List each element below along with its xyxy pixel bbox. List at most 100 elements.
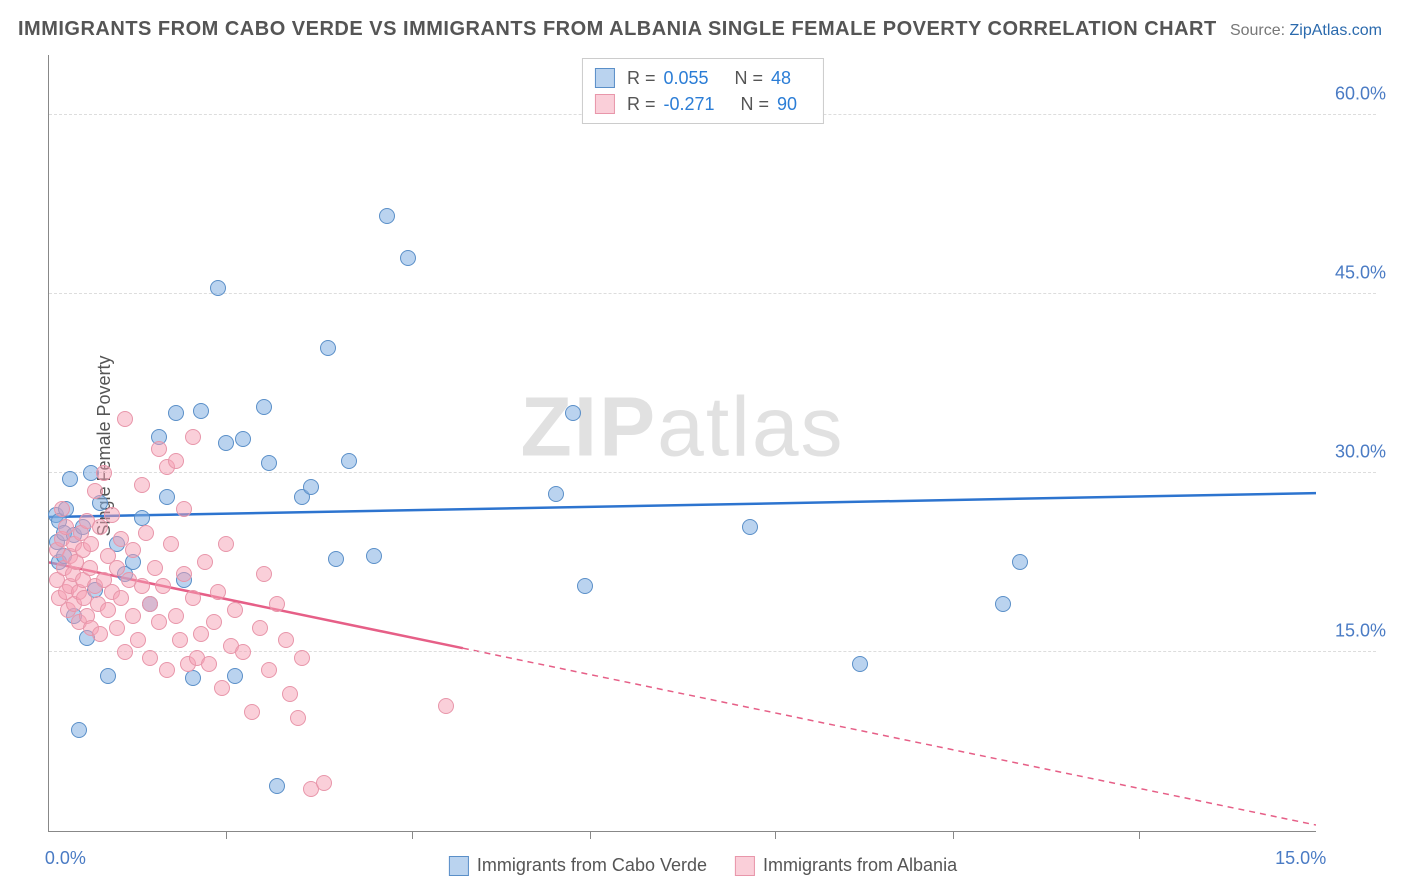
scatter-point: [400, 250, 416, 266]
y-tick-label: 45.0%: [1335, 262, 1386, 283]
scatter-point: [117, 411, 133, 427]
legend-item: Immigrants from Albania: [735, 855, 957, 876]
scatter-point: [113, 590, 129, 606]
scatter-point: [379, 208, 395, 224]
scatter-point: [303, 479, 319, 495]
scatter-point: [366, 548, 382, 564]
scatter-point: [320, 340, 336, 356]
scatter-point: [109, 560, 125, 576]
scatter-point: [185, 429, 201, 445]
legend-row: R = 0.055 N = 48: [595, 65, 811, 91]
scatter-point: [87, 483, 103, 499]
scatter-point: [210, 280, 226, 296]
scatter-point: [58, 519, 74, 535]
r-label: R =: [627, 65, 656, 91]
scatter-point: [147, 560, 163, 576]
y-tick-label: 60.0%: [1335, 83, 1386, 104]
source-label: Source:: [1230, 22, 1285, 39]
scatter-point: [71, 722, 87, 738]
scatter-point: [269, 596, 285, 612]
watermark: ZIPatlas: [520, 379, 844, 476]
x-tick: [226, 831, 227, 839]
scatter-point: [438, 698, 454, 714]
scatter-point: [201, 656, 217, 672]
scatter-point: [134, 578, 150, 594]
scatter-point: [151, 441, 167, 457]
scatter-point: [82, 560, 98, 576]
scatter-point: [565, 405, 581, 421]
scatter-point: [62, 471, 78, 487]
correlation-legend: R = 0.055 N = 48 R = -0.271 N = 90: [582, 58, 824, 124]
scatter-point: [159, 662, 175, 678]
scatter-point: [218, 435, 234, 451]
legend-label: Immigrants from Cabo Verde: [477, 855, 707, 876]
scatter-point: [96, 465, 112, 481]
scatter-point: [176, 566, 192, 582]
scatter-point: [256, 566, 272, 582]
scatter-point: [176, 501, 192, 517]
scatter-point: [193, 403, 209, 419]
scatter-point: [206, 614, 222, 630]
scatter-point: [109, 620, 125, 636]
legend-swatch-blue: [449, 856, 469, 876]
scatter-point: [852, 656, 868, 672]
scatter-point: [113, 531, 129, 547]
scatter-point: [130, 632, 146, 648]
scatter-point: [185, 670, 201, 686]
scatter-point: [185, 590, 201, 606]
scatter-point: [197, 554, 213, 570]
scatter-point: [256, 399, 272, 415]
scatter-point: [100, 668, 116, 684]
scatter-point: [104, 507, 120, 523]
x-tick: [412, 831, 413, 839]
chart-title: IMMIGRANTS FROM CABO VERDE VS IMMIGRANTS…: [18, 18, 1217, 41]
scatter-point: [214, 680, 230, 696]
scatter-point: [117, 644, 133, 660]
scatter-point: [155, 578, 171, 594]
scatter-point: [235, 431, 251, 447]
scatter-point: [328, 551, 344, 567]
legend-item: Immigrants from Cabo Verde: [449, 855, 707, 876]
x-tick-label: 15.0%: [1275, 848, 1326, 869]
scatter-point: [193, 626, 209, 642]
n-value: 90: [777, 91, 797, 117]
x-tick: [775, 831, 776, 839]
scatter-point: [83, 536, 99, 552]
legend-swatch-blue: [595, 68, 615, 88]
x-tick: [590, 831, 591, 839]
scatter-point: [1012, 554, 1028, 570]
scatter-point: [168, 608, 184, 624]
scatter-point: [125, 608, 141, 624]
n-value: 48: [771, 65, 791, 91]
scatter-point: [235, 644, 251, 660]
x-tick: [1139, 831, 1140, 839]
scatter-point: [261, 455, 277, 471]
scatter-point: [227, 668, 243, 684]
r-label: R =: [627, 91, 656, 117]
scatter-point: [54, 501, 70, 517]
r-value: 0.055: [663, 65, 708, 91]
series-legend: Immigrants from Cabo Verde Immigrants fr…: [449, 855, 957, 876]
scatter-point: [227, 602, 243, 618]
legend-swatch-pink: [735, 856, 755, 876]
x-tick-label: 0.0%: [45, 848, 86, 869]
legend-swatch-pink: [595, 94, 615, 114]
scatter-point: [125, 542, 141, 558]
scatter-point: [278, 632, 294, 648]
chart-container: IMMIGRANTS FROM CABO VERDE VS IMMIGRANTS…: [0, 0, 1406, 892]
scatter-point: [210, 584, 226, 600]
scatter-point: [341, 453, 357, 469]
scatter-point: [995, 596, 1011, 612]
scatter-point: [168, 405, 184, 421]
scatter-point: [92, 519, 108, 535]
source-link[interactable]: ZipAtlas.com: [1290, 22, 1382, 39]
scatter-point: [269, 778, 285, 794]
n-label: N =: [741, 91, 770, 117]
scatter-point: [261, 662, 277, 678]
y-tick-label: 15.0%: [1335, 620, 1386, 641]
gridline: [49, 293, 1376, 294]
plot-area: ZIPatlas 15.0%30.0%45.0%60.0%0.0%15.0%: [48, 55, 1316, 832]
scatter-point: [134, 477, 150, 493]
scatter-point: [218, 536, 234, 552]
scatter-point: [577, 578, 593, 594]
